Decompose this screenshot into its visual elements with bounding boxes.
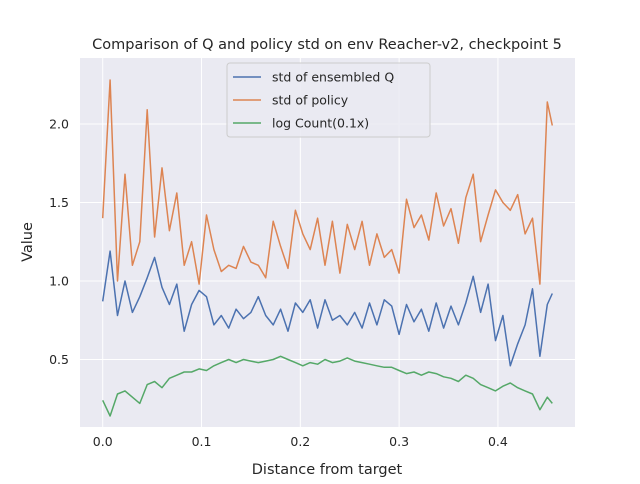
chart-title: Comparison of Q and policy std on env Re… bbox=[92, 37, 562, 53]
legend-label-0: std of ensembled Q bbox=[272, 70, 394, 85]
legend-label-1: std of policy bbox=[272, 93, 349, 108]
x-tick-label: 0.2 bbox=[290, 434, 310, 449]
legend: std of ensembled Q std of policy log Count… bbox=[226, 62, 431, 138]
y-axis-label: Value bbox=[20, 222, 36, 262]
y-tick-label: 2.0 bbox=[49, 116, 69, 131]
series-line-1 bbox=[101, 79, 554, 285]
x-axis-label: Distance from target bbox=[252, 462, 403, 478]
y-tick-label: 1.0 bbox=[49, 273, 69, 288]
y-tick-label: 0.5 bbox=[49, 352, 69, 367]
y-tick-label: 1.5 bbox=[49, 195, 69, 210]
x-tick-label: 0.0 bbox=[93, 434, 113, 449]
tick-labels: 0.0 0.1 0.2 0.3 0.4 0.5 1.0 1.5 2.0 bbox=[49, 116, 508, 449]
x-tick-label: 0.1 bbox=[192, 434, 212, 449]
legend-box bbox=[226, 62, 431, 138]
x-tick-label: 0.3 bbox=[389, 434, 409, 449]
series-layer bbox=[101, 79, 554, 417]
x-tick-label: 0.4 bbox=[488, 434, 508, 449]
series-line-2 bbox=[102, 355, 553, 417]
legend-label-2: log Count(0.1x) bbox=[272, 116, 369, 131]
series-line-0 bbox=[101, 250, 553, 367]
